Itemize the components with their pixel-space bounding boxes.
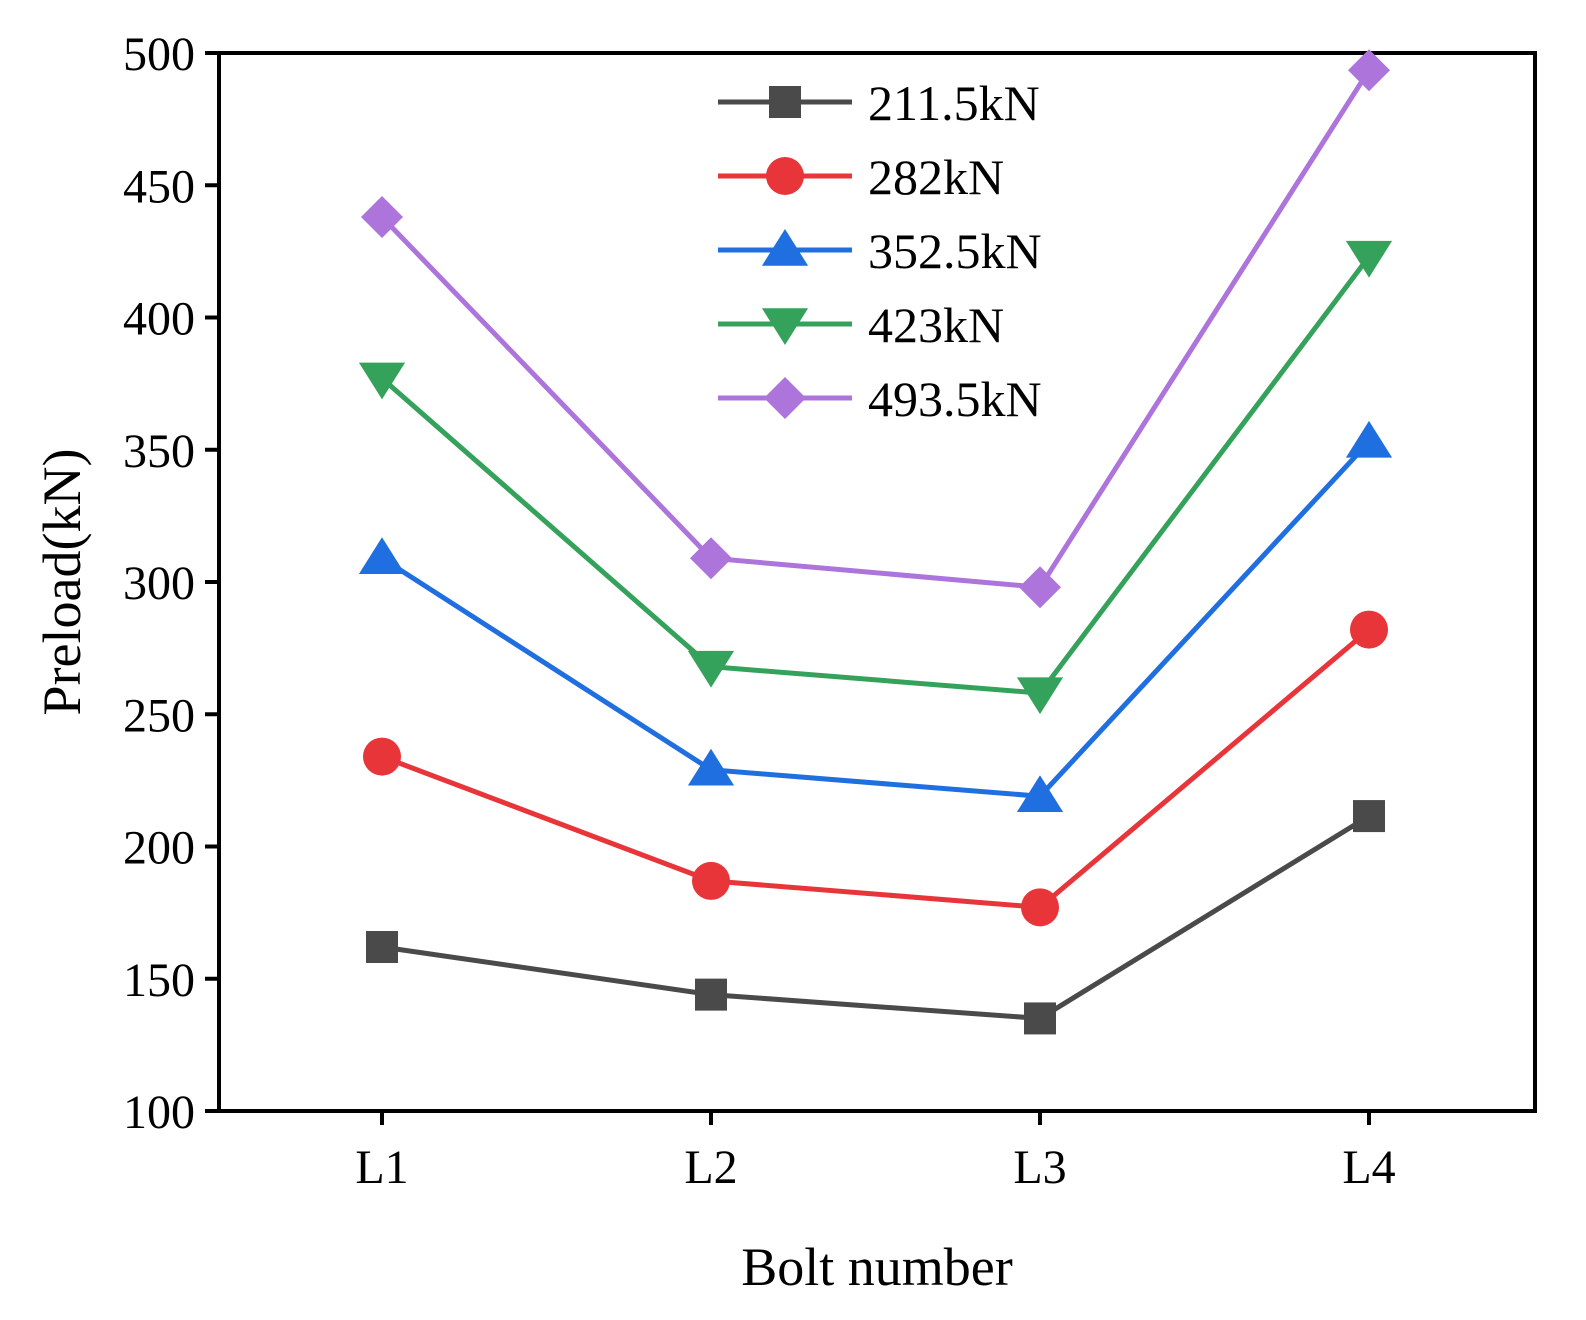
y-tick-label: 350: [123, 425, 195, 478]
x-axis-title: Bolt number: [741, 1237, 1012, 1297]
legend-marker: [761, 229, 809, 266]
x-tick-label: L1: [355, 1141, 408, 1194]
data-point-marker: [695, 978, 727, 1011]
x-tick-label: L3: [1013, 1141, 1066, 1194]
legend-label: 282kN: [868, 149, 1004, 205]
y-tick-label: 500: [123, 28, 195, 81]
legend-marker: [761, 308, 809, 345]
series-493.5kN: [361, 49, 1390, 609]
series-352.5kN: [358, 420, 1393, 812]
series-423kN: [358, 240, 1393, 715]
legend-item: 211.5kN: [718, 75, 1040, 131]
series-line: [381, 813, 1371, 1021]
legend-label: 211.5kN: [868, 75, 1040, 131]
series-282kN: [363, 610, 1388, 927]
y-tick-label: 200: [123, 822, 195, 875]
series-line: [380, 255, 1371, 696]
series-line: [381, 627, 1371, 910]
data-point-marker: [1345, 420, 1393, 458]
series-line: [380, 68, 1372, 590]
series-211.5kN: [366, 800, 1385, 1035]
data-point-marker: [1021, 888, 1059, 927]
y-tick-label: 150: [123, 954, 195, 1007]
x-tick-label: L2: [684, 1141, 737, 1194]
data-point-marker: [1019, 566, 1061, 609]
y-tick-label: 300: [123, 557, 195, 610]
data-point-marker: [1016, 677, 1064, 715]
y-tick-label: 250: [123, 689, 195, 742]
data-point-marker: [1350, 610, 1388, 649]
data-point-marker: [358, 362, 406, 400]
data-point-marker: [363, 737, 401, 776]
data-point-marker: [1345, 240, 1393, 278]
data-point-marker: [687, 650, 735, 688]
legend-label: 493.5kN: [868, 371, 1042, 427]
legend-marker: [764, 377, 806, 419]
data-point-marker: [690, 537, 732, 580]
data-point-marker: [358, 537, 406, 574]
data-point-marker: [361, 195, 403, 238]
legend-item: 352.5kN: [718, 223, 1042, 279]
data-point-marker: [1348, 49, 1390, 92]
legend-marker: [769, 86, 801, 118]
data-point-marker: [1353, 800, 1385, 833]
legend-item: 282kN: [718, 149, 1004, 205]
y-axis: 100 150 200 250 300 350 400 450 500: [123, 28, 219, 1139]
series-layer: [358, 49, 1393, 1035]
legend-label: 352.5kN: [868, 223, 1042, 279]
y-axis-title: Preload(kN): [32, 449, 92, 716]
data-point-marker: [687, 748, 735, 786]
data-point-marker: [692, 861, 730, 900]
legend-marker: [766, 157, 804, 195]
data-point-marker: [366, 931, 398, 964]
x-axis: L1 L2 L3 L4: [355, 1111, 1396, 1194]
legend-label: 423kN: [868, 297, 1004, 353]
y-tick-label: 450: [123, 160, 195, 213]
x-tick-label: L4: [1342, 1141, 1395, 1194]
legend-item: 423kN: [718, 297, 1004, 353]
series-line: [380, 440, 1371, 799]
y-tick-label: 400: [123, 293, 195, 346]
data-point-marker: [1024, 1002, 1056, 1035]
y-tick-label: 100: [123, 1086, 195, 1139]
legend-item: 493.5kN: [718, 371, 1042, 427]
data-point-marker: [1016, 775, 1064, 812]
legend: 211.5kN 282kN 352.5kN 423kN 493.5kN: [718, 75, 1042, 427]
